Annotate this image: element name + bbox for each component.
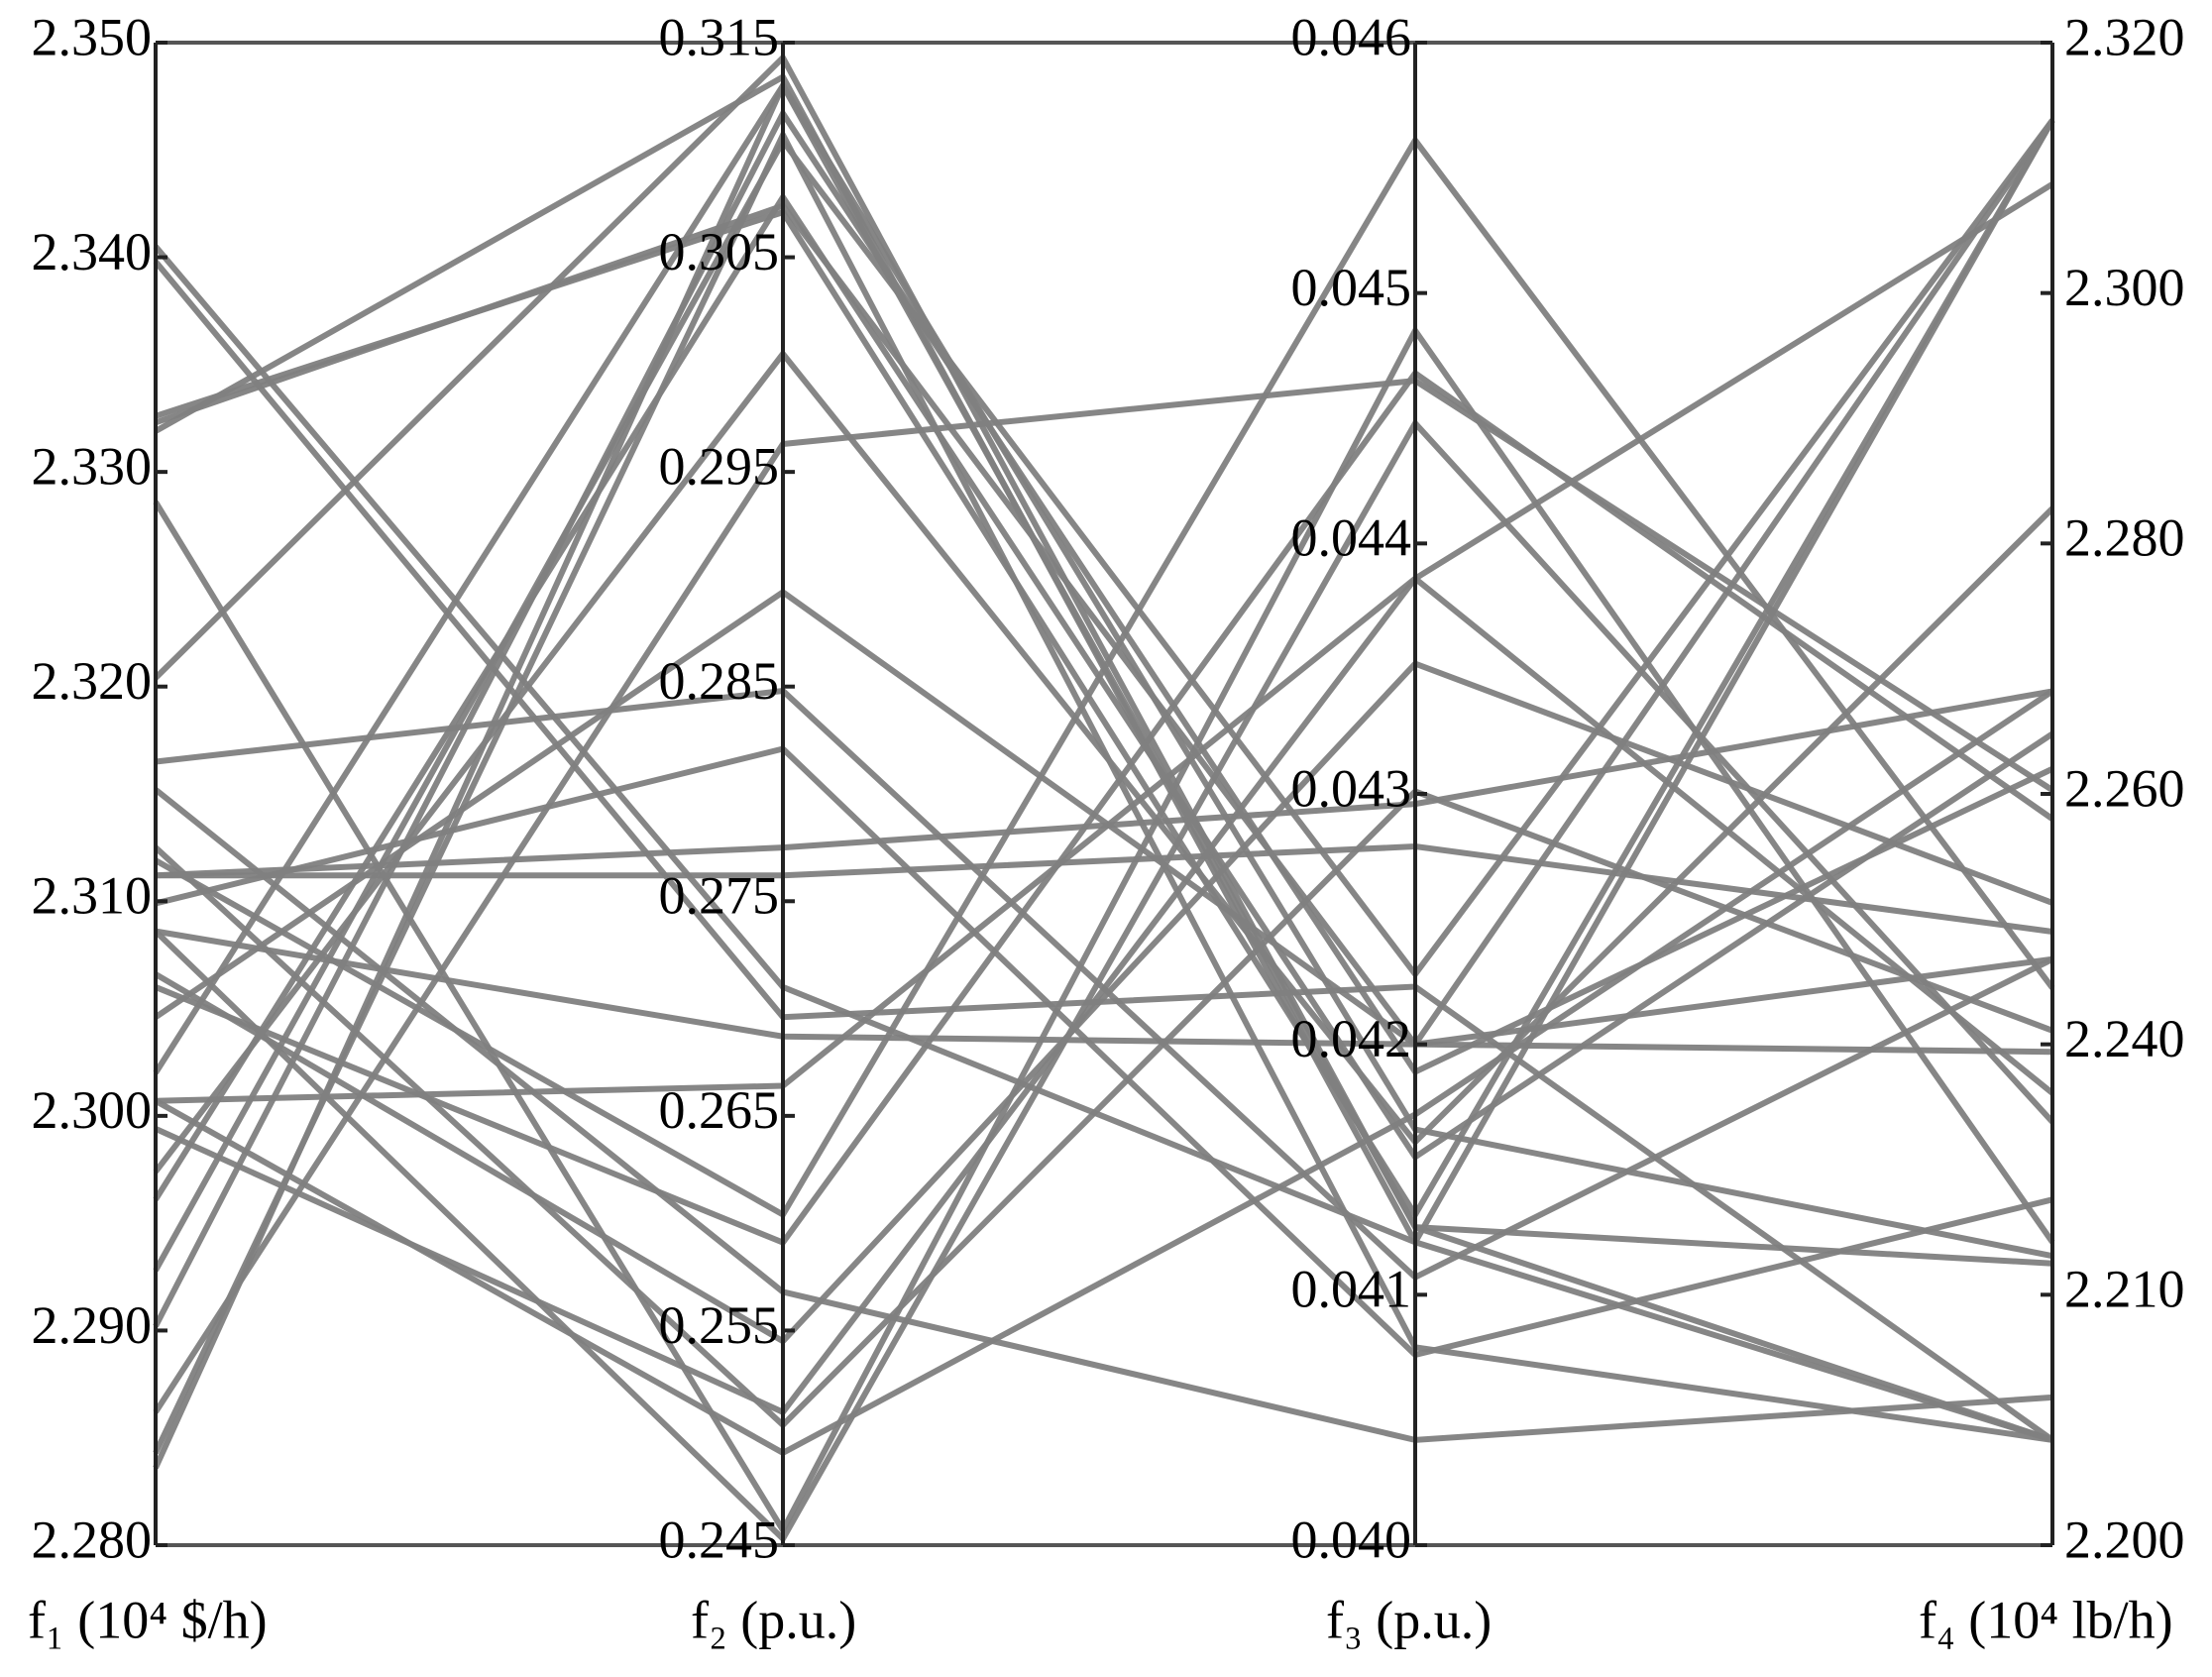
axis-label: f₄ (10⁴ lb/h) — [1919, 1590, 2173, 1649]
axes: 2.280 2.290 2.300 2.310 2.320 2.330 2.340 2.350… — [28, 7, 2185, 1649]
data-line — [155, 745, 2053, 1359]
tick-label: 2.330 — [32, 437, 153, 497]
tick-label: 2.290 — [32, 1295, 153, 1355]
tick-label: 0.255 — [659, 1295, 780, 1355]
data-line — [153, 244, 2053, 1443]
data-line — [155, 688, 2053, 879]
tick-label: 2.340 — [32, 222, 153, 281]
tick-label: 2.240 — [2064, 1009, 2185, 1068]
tick-label: 2.200 — [2064, 1509, 2185, 1569]
tick-label: 0.046 — [1291, 7, 1412, 66]
data-line — [154, 369, 2054, 1247]
data-line — [155, 687, 2054, 1282]
data-line — [155, 928, 2053, 1048]
data-line — [153, 118, 2055, 1273]
data-line — [153, 79, 2053, 1443]
tick-label: 2.300 — [32, 1080, 153, 1140]
tick-label: 0.315 — [659, 7, 780, 66]
data-line — [153, 78, 2053, 1470]
tick-label: 0.040 — [1291, 1509, 1412, 1569]
tick-label: 2.310 — [32, 866, 153, 926]
tick-label: 2.320 — [2064, 7, 2185, 66]
data-line — [153, 787, 2054, 1429]
tick-label: 0.245 — [659, 1509, 780, 1569]
data-line — [156, 843, 2053, 935]
tick-label: 2.350 — [32, 7, 153, 66]
data-line — [155, 574, 2054, 1104]
tick-label: 0.295 — [659, 437, 780, 497]
tick-label: 0.285 — [659, 651, 780, 711]
data-line — [153, 378, 2054, 1414]
lines — [153, 53, 2055, 1544]
data-line — [154, 588, 2053, 1056]
tick-label: 0.305 — [659, 222, 780, 281]
tick-label: 0.265 — [659, 1080, 780, 1140]
data-line — [153, 349, 2055, 1174]
tick-label: 0.045 — [1291, 258, 1412, 317]
tick-label: 2.300 — [2064, 258, 2185, 317]
tick-label: 2.320 — [32, 651, 153, 711]
tick-label: 2.280 — [32, 1509, 153, 1569]
axis-label: f₂ (p.u.) — [691, 1590, 856, 1649]
data-line — [154, 688, 2054, 1457]
tick-label: 2.280 — [2064, 508, 2185, 568]
tick-label: 2.210 — [2064, 1260, 2185, 1319]
tick-label: 0.041 — [1291, 1260, 1412, 1319]
axis-label: f₃ (p.u.) — [1326, 1590, 1492, 1649]
data-line — [154, 181, 2054, 1416]
tick-label: 0.042 — [1291, 1009, 1412, 1068]
tick-label: 0.044 — [1291, 508, 1412, 568]
data-line — [155, 118, 2055, 1221]
tick-label: 0.043 — [1291, 758, 1412, 818]
data-line — [153, 53, 2053, 1267]
tick-label: 0.275 — [659, 866, 780, 926]
data-line — [153, 107, 2054, 1328]
data-line — [154, 660, 2054, 1346]
axis-label: f₁ (10⁴ $/h) — [28, 1590, 268, 1649]
tick-label: 2.260 — [2064, 758, 2185, 818]
data-line — [154, 135, 2055, 1219]
data-line — [153, 128, 2053, 1455]
